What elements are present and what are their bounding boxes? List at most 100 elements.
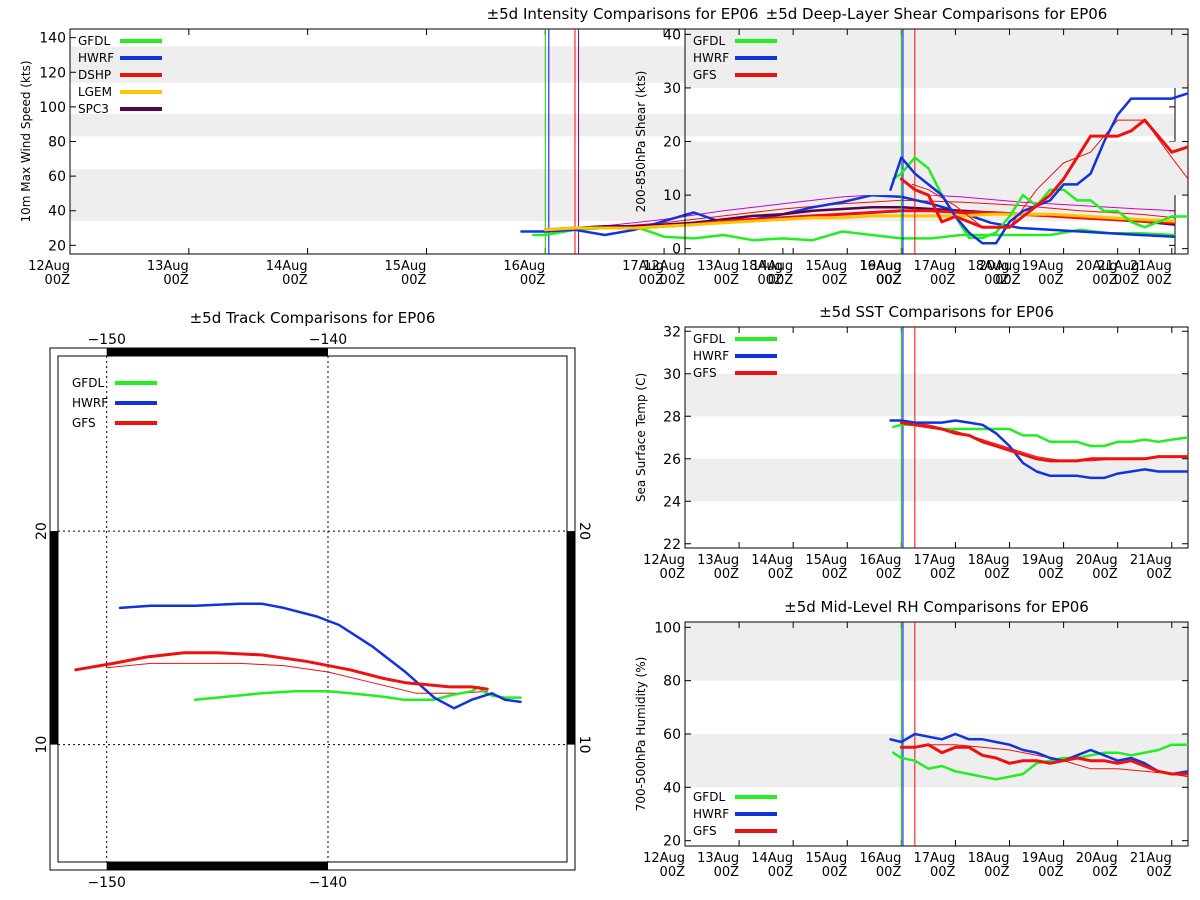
sst-xtick-label: 00Z [984,567,1010,582]
sst-xtick-label: 00Z [876,567,902,582]
sst-xtick-label: 21Aug [1130,553,1172,568]
intensity-xtick-label: 16Aug [503,259,545,274]
intensity-title: ±5d Intensity Comparisons for EP06 [487,5,759,23]
rh-xtick-label: 21Aug [1130,851,1172,866]
shear-xtick-label: 00Z [714,273,740,288]
shear-xtick-label: 00Z [876,273,902,288]
track-legend-label: GFDL [72,376,104,390]
shear-xtick-label: 00Z [930,273,956,288]
rh-xtick-label: 00Z [660,865,686,880]
sst-xtick-label: 13Aug [697,553,739,568]
intensity-series-hwrf [520,193,1175,238]
shear-ytick-label: 40 [663,27,681,43]
track-xtick-label: −140 [309,875,347,891]
rh-chart: ±5d Mid-Level RH Comparisons for EP06 20 4… [634,598,1189,880]
intensity-xtick-label: 00Z [520,273,546,288]
rh-xtick-label: 00Z [822,865,848,880]
intensity-series-group [520,192,1175,242]
sst-plot-frame [684,326,1189,549]
shear-legend-label: GFS [693,68,717,82]
rh-ytick-label: 100 [654,620,681,636]
sst-xtick-label: 15Aug [805,553,847,568]
shear-xtick-label: 00Z [1092,273,1118,288]
track-xtick-label: −140 [309,332,347,348]
shear-xtick-label: 00Z [660,273,686,288]
rh-xtick-label: 00Z [768,865,794,880]
rh-ylabel: 700-500hPa Humidity (%) [634,657,648,812]
track-legend-label: HWRF [72,396,108,410]
track-xtick-label: −150 [87,332,125,348]
intensity-band [70,113,1175,137]
rh-title: ±5d Mid-Level RH Comparisons for EP06 [784,598,1089,616]
intensity-legend-label: HWRF [78,51,114,65]
rh-xtick-label: 12Aug [643,851,685,866]
track-ytick-label: 10 [576,736,592,754]
shear-xtick-label: 21Aug [1130,259,1172,274]
intensity-xtick-label: 00Z [163,273,189,288]
rh-legend-label: HWRF [693,807,729,821]
intensity-legend-label: GFDL [78,34,110,48]
intensity-ytick-label: 80 [48,135,66,151]
shear-xtick-label: 00Z [822,273,848,288]
rh-series-gfdl [891,743,1188,781]
rh-xtick-label: 17Aug [913,851,955,866]
intensity-xtick-label: 13Aug [147,259,189,274]
shear-xtick-label: 00Z [768,273,794,288]
intensity-ylabel: 10m Max Wind Speed (kts) [19,60,33,222]
sst-band [685,373,1188,417]
track-series-gfs [74,651,489,691]
shear-title: ±5d Deep-Layer Shear Comparisons for EP0… [766,5,1108,23]
sst-legend-label: HWRF [693,349,729,363]
intensity-xtick-label: 18Aug [741,259,783,274]
intensity-series-lgem [543,212,1175,232]
track-ytick-label: 20 [576,522,592,540]
intensity-xtick-label: 20Aug [979,259,1021,274]
rh-series-hwrf [889,732,1188,776]
track-ytick-label: 20 [34,522,50,540]
sst-xtick-label: 19Aug [1022,553,1064,568]
rh-xtick-label: 14Aug [751,851,793,866]
rh-xtick-label: 00Z [1092,865,1118,880]
shear-xtick-label: 16Aug [859,259,901,274]
sst-xtick-label: 00Z [1038,567,1064,582]
sst-xtick-label: 00Z [930,567,956,582]
shear-ylabel: 200-850hPa Shear (kts) [634,71,648,213]
sst-chart: ±5d SST Comparisons for EP06 22 24 26 28 30 32… [634,303,1189,582]
track-border-bar [50,531,58,745]
intensity-ytick-label: 120 [39,65,66,81]
shear-ytick-label: 10 [663,188,681,204]
intensity-legend-label: SPC3 [78,102,109,116]
track-xtick-label: −150 [87,875,125,891]
shear-xtick-label: 14Aug [751,259,793,274]
sst-xtick-label: 20Aug [1076,553,1118,568]
intensity-ytick-label: 20 [48,238,66,254]
shear-xtick-label: 17Aug [913,259,955,274]
sst-series-group [889,419,1188,480]
shear-xtick-label: 00Z [1146,273,1172,288]
track-border-bar [106,862,328,870]
rh-series-group [889,732,1188,781]
shear-ytick-label: 0 [672,242,681,258]
track-outer-frame [49,347,576,871]
rh-series-gfs [899,743,1188,776]
sst-ytick-label: 32 [663,324,681,340]
shear-xtick-label: 12Aug [643,259,685,274]
intensity-xtick-label: 00Z [401,273,427,288]
track-border-bar [106,348,328,356]
shear-ytick-label: 30 [663,81,681,97]
shear-xtick-label: 00Z [1038,273,1064,288]
sst-ytick-label: 26 [663,452,681,468]
track-ytick-label: 10 [34,736,50,754]
intensity-ytick-label: 140 [39,31,66,47]
sst-xtick-label: 16Aug [859,553,901,568]
intensity-xtick-label: 00Z [282,273,308,288]
sst-ytick-label: 28 [663,409,681,425]
rh-xtick-label: 15Aug [805,851,847,866]
shear-ytick-label: 20 [663,135,681,151]
sst-ytick-label: 22 [663,537,681,553]
shear-xtick-label: 18Aug [968,259,1010,274]
intensity-xtick-label: 14Aug [266,259,308,274]
rh-ytick-label: 80 [663,674,681,690]
sst-xtick-label: 00Z [822,567,848,582]
